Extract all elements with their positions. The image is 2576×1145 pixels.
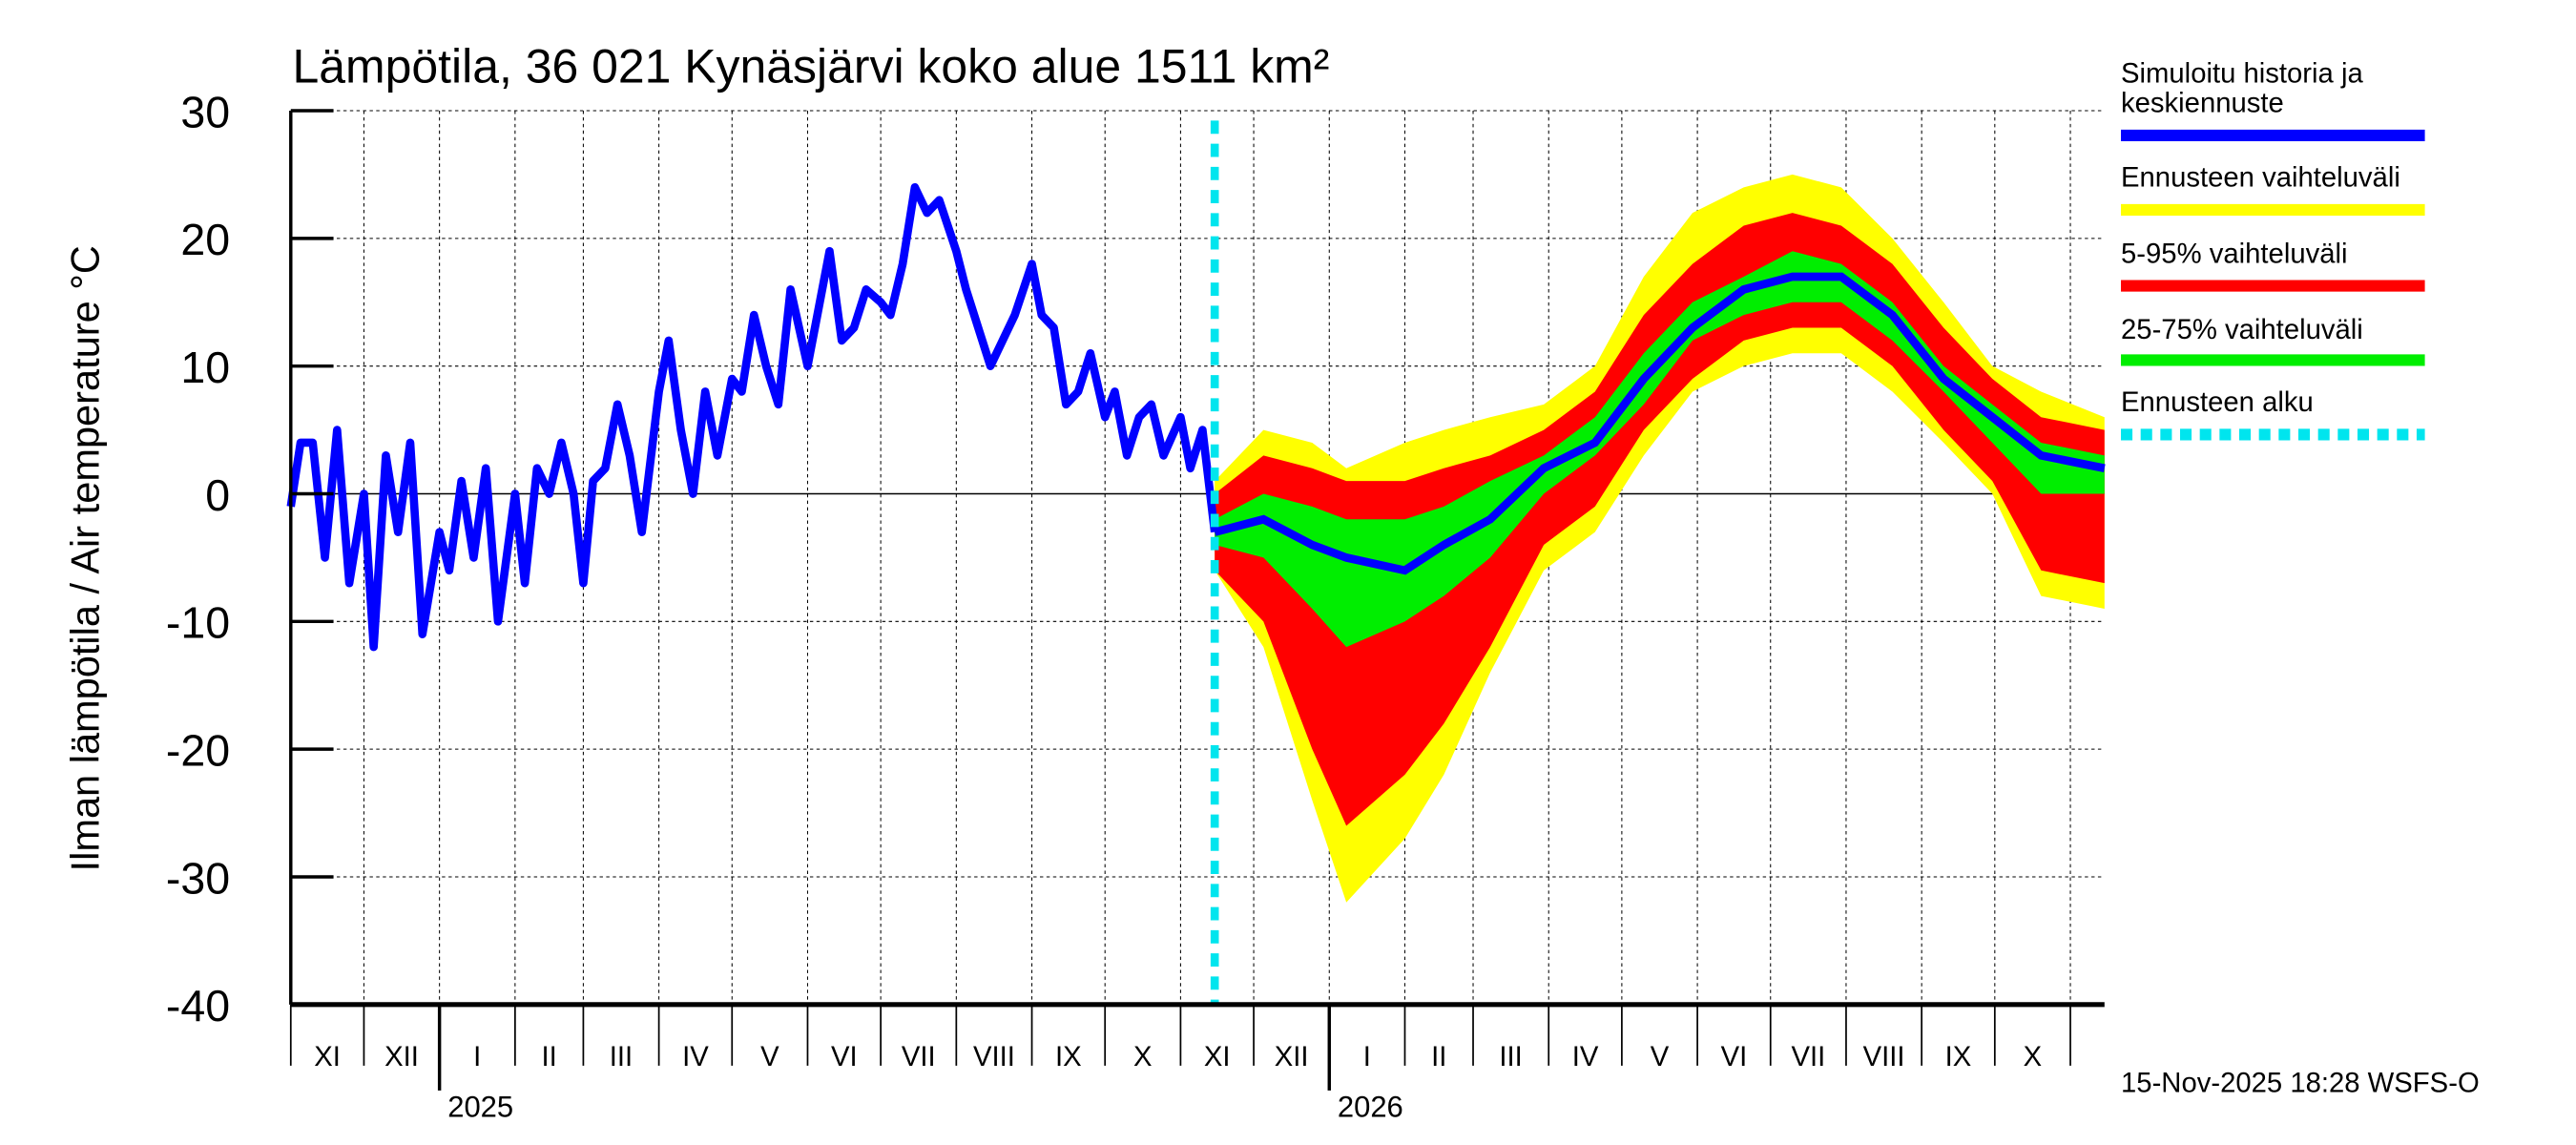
y-tick-label: 10 bbox=[180, 343, 230, 392]
legend-label: Ennusteen alku bbox=[2121, 386, 2314, 418]
month-label: IX bbox=[1055, 1041, 1082, 1072]
month-label: III bbox=[1499, 1041, 1522, 1072]
y-tick-label: -10 bbox=[166, 598, 230, 648]
legend-label: 25-75% vaihteluväli bbox=[2121, 314, 2363, 345]
month-label: VIII bbox=[1863, 1041, 1905, 1072]
month-label: XI bbox=[1204, 1041, 1231, 1072]
y-tick-label: 0 bbox=[205, 470, 230, 520]
y-tick-label: -40 bbox=[166, 981, 230, 1030]
year-label: 2025 bbox=[447, 1090, 513, 1123]
month-label: XII bbox=[384, 1041, 419, 1072]
y-tick-label: -30 bbox=[166, 853, 230, 903]
legend-label: 5-95% vaihteluväli bbox=[2121, 238, 2347, 269]
month-label: VI bbox=[831, 1041, 858, 1072]
legend-label: Ennusteen vaihteluväli bbox=[2121, 162, 2400, 194]
month-label: X bbox=[1133, 1041, 1153, 1072]
band-5-95 bbox=[1215, 213, 2105, 826]
month-label: VI bbox=[1721, 1041, 1748, 1072]
month-label: IX bbox=[1945, 1041, 1972, 1072]
y-tick-label: -20 bbox=[166, 725, 230, 775]
month-label: XI bbox=[314, 1041, 341, 1072]
month-label: VIII bbox=[973, 1041, 1015, 1072]
month-label: X bbox=[2024, 1041, 2043, 1072]
series-lines bbox=[286, 120, 2106, 1005]
median-forecast-line bbox=[1214, 272, 2106, 575]
legend-label: Simuloitu historia ja bbox=[2121, 58, 2363, 90]
legend-item: Ennusteen vaihteluväli bbox=[2121, 162, 2425, 216]
month-label: II bbox=[541, 1041, 556, 1072]
month-label: III bbox=[610, 1041, 633, 1072]
month-label: IV bbox=[682, 1041, 709, 1072]
legend-item: 5-95% vaihteluväli bbox=[2121, 238, 2425, 292]
axes: XI XII I II III IV V VI VII VIII IX X XI XII I II III IV V… bbox=[166, 87, 2105, 1124]
y-tick-label: 20 bbox=[180, 215, 230, 264]
year-label: 2026 bbox=[1338, 1090, 1403, 1123]
month-label: I bbox=[1363, 1041, 1371, 1072]
month-label: VII bbox=[1791, 1041, 1825, 1072]
legend-item: 25-75% vaihteluväli bbox=[2121, 314, 2425, 366]
chart-title: Lämpötila, 36 021 Kynäsjärvi koko alue 1… bbox=[293, 39, 1330, 93]
month-label: I bbox=[473, 1041, 481, 1072]
month-label: VII bbox=[902, 1041, 936, 1072]
timestamp: 15-Nov-2025 18:28 WSFS-O bbox=[2121, 1068, 2480, 1099]
month-label: II bbox=[1431, 1041, 1446, 1072]
y-tick-label: 30 bbox=[180, 87, 230, 136]
legend-label-2: keskiennuste bbox=[2121, 88, 2284, 119]
forecast-bands bbox=[1215, 174, 2105, 903]
month-label: V bbox=[1651, 1041, 1670, 1072]
legend-item: Ennusteen alku bbox=[2121, 386, 2425, 441]
month-label: IV bbox=[1572, 1041, 1599, 1072]
month-label: XII bbox=[1275, 1041, 1309, 1072]
history-line bbox=[286, 182, 1219, 652]
y-axis-label: Ilman lämpötila / Air temperature °C bbox=[62, 245, 107, 871]
month-label: V bbox=[760, 1041, 779, 1072]
